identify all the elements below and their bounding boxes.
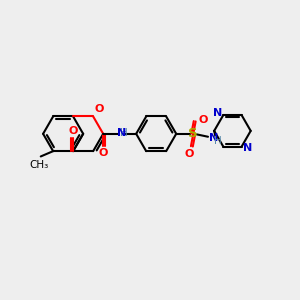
- Text: S: S: [188, 127, 198, 140]
- Text: N: N: [117, 128, 126, 138]
- Text: O: O: [199, 115, 208, 125]
- Text: N: N: [209, 133, 219, 143]
- Text: H: H: [120, 128, 128, 138]
- Text: O: O: [95, 103, 104, 113]
- Text: O: O: [98, 148, 108, 158]
- Text: O: O: [68, 126, 78, 136]
- Text: CH₃: CH₃: [30, 160, 49, 170]
- Text: O: O: [185, 149, 194, 159]
- Text: H: H: [214, 136, 221, 146]
- Text: N: N: [213, 108, 222, 118]
- Text: N: N: [243, 143, 252, 153]
